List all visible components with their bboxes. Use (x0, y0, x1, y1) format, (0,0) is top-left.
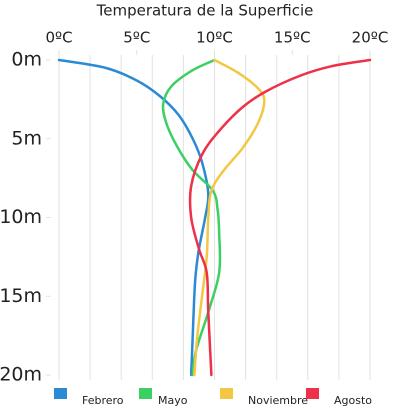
x-tick-label: 0ºC (45, 29, 72, 47)
legend-label: Mayo (158, 394, 188, 407)
legend-swatch (220, 388, 233, 399)
y-tick-label: 0m (11, 49, 42, 71)
line (193, 58, 266, 377)
y-tick-label: 20m (0, 364, 42, 386)
legend-swatch (306, 388, 319, 399)
legend-swatch (54, 388, 67, 399)
line (188, 58, 372, 377)
legend-label: Noviembre (248, 394, 308, 407)
y-tick-label: 10m (0, 206, 42, 228)
legend-label: Febrero (82, 394, 124, 407)
chart-title: Temperatura de la Superficie (96, 2, 314, 20)
y-tick-label: 5m (11, 127, 42, 149)
y-tick-label: 15m (0, 285, 42, 307)
x-tick-label: 15ºC (274, 29, 311, 47)
x-tick-label: 5ºC (123, 29, 150, 47)
x-tick-label: 20ºC (352, 29, 389, 47)
line (57, 58, 210, 377)
legend-swatch (139, 388, 152, 399)
x-tick-label: 10ºC (196, 29, 233, 47)
legend-label: Agosto (334, 394, 372, 407)
